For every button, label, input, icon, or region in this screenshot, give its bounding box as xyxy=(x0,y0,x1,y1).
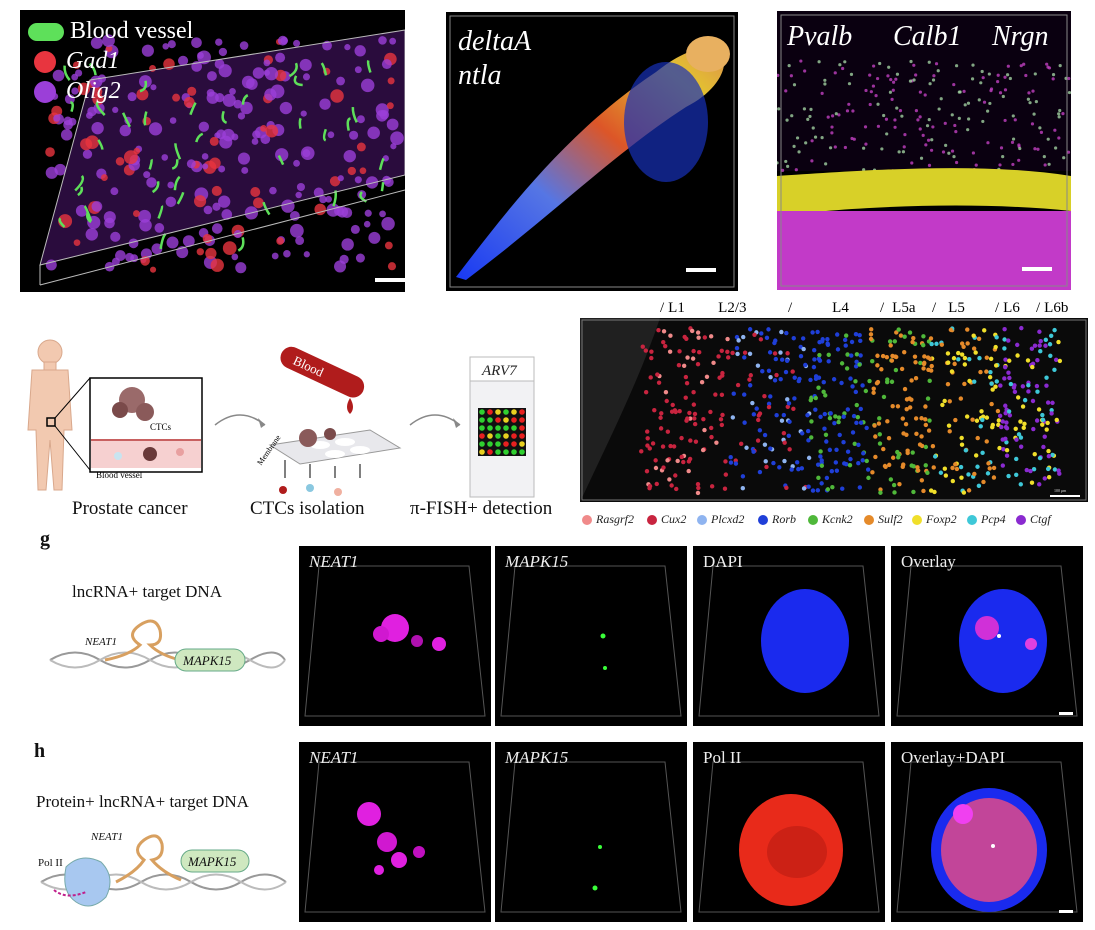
row-h-polii-image: Pol II xyxy=(693,742,885,922)
pcp4-dot-icon xyxy=(967,514,977,525)
row-h-mapk15-image: MAPK15 xyxy=(495,742,687,922)
brain-volume-render xyxy=(39,29,405,286)
sulf2-dot-icon xyxy=(864,514,874,525)
step-ctcs-isolation: CTCs isolation xyxy=(250,498,365,519)
layer-slash: / xyxy=(880,300,885,316)
gene-legend-kcnk2: Kcnk2 xyxy=(808,512,853,527)
row-g-dapi-image: DAPI xyxy=(693,546,885,726)
label-nrgn: Nrgn xyxy=(992,21,1049,52)
workflow-illustration: CTCs Blood vessel Blood Membrane AR xyxy=(27,339,535,498)
gene-legend-cux2: Cux2 xyxy=(647,512,686,527)
layer-slash: / xyxy=(932,300,937,316)
panel-label: MAPK15 xyxy=(505,748,569,767)
zebrafish-panel: deltaA ntla xyxy=(446,12,738,291)
layer-slash: / xyxy=(660,300,665,316)
zebrafish-render xyxy=(449,15,735,288)
step-prostate-cancer: Prostate cancer xyxy=(72,498,188,519)
gene-legend-pcp4: Pcp4 xyxy=(967,512,1006,527)
svg-text:100 μm: 100 μm xyxy=(1054,488,1067,493)
hippocampus-render xyxy=(777,11,1071,290)
scale-bar xyxy=(375,278,405,282)
layer-l6b: L6b xyxy=(1044,300,1069,316)
svg-text:Blood vessel: Blood vessel xyxy=(96,470,143,480)
legend-olig2: Olig2 xyxy=(28,78,121,105)
row-h-neat1-image: NEAT1 xyxy=(299,742,491,922)
svg-text:ARV7: ARV7 xyxy=(481,363,518,379)
brain-volume-panel: Blood vessel Gad1 Olig2 xyxy=(20,10,405,292)
layer-l5: L5 xyxy=(948,300,965,316)
label-ntla: ntla xyxy=(458,60,502,91)
foxp2-dot-icon xyxy=(912,514,922,525)
label-calb1: Calb1 xyxy=(893,21,962,52)
hippocampus-panel: Pvalb Calb1 Nrgn xyxy=(777,11,1071,290)
pol-ii-icon xyxy=(64,857,111,907)
panel-label: NEAT1 xyxy=(309,748,359,767)
panel-label: DAPI xyxy=(703,552,743,571)
svg-text:NEAT1: NEAT1 xyxy=(84,636,117,648)
kcnk2-dot-icon xyxy=(808,514,818,525)
row-g-schematic: MAPK15 NEAT1 xyxy=(45,615,290,695)
panel-label: MAPK15 xyxy=(505,552,569,571)
gene-legend-plcxd2: Plcxd2 xyxy=(697,512,744,527)
panel-label: NEAT1 xyxy=(309,552,359,571)
row-h-caption: Protein+ lncRNA+ target DNA xyxy=(36,792,249,811)
gene-legend-ctgf: Ctgf xyxy=(1016,512,1051,527)
row-g-overlay-image: Overlay xyxy=(891,546,1083,726)
row-g-caption: lncRNA+ target DNA xyxy=(72,582,222,601)
gene-legend-sulf2: Sulf2 xyxy=(864,512,903,527)
legend-gad1: Gad1 xyxy=(28,48,119,75)
layer-l1: L1 xyxy=(668,300,685,316)
row-h-overlay-image: Overlay+DAPI xyxy=(891,742,1083,922)
layer-l5a: L5a xyxy=(892,300,916,316)
cux2-dot-icon xyxy=(647,514,657,525)
workflow-diagram: CTCs Blood vessel Blood Membrane AR xyxy=(20,330,580,530)
olig2-dot-icon xyxy=(34,80,56,103)
panel-letter-h: h xyxy=(34,740,46,762)
cortex-panel: 100 μm xyxy=(580,318,1088,502)
scale-bar xyxy=(686,268,716,272)
ctgf-dot-icon xyxy=(1016,514,1026,525)
layer-slash: / xyxy=(995,300,1000,316)
layer-slash: / xyxy=(788,300,793,316)
label-deltaA: deltaA xyxy=(458,26,532,57)
layer-l4: L4 xyxy=(832,300,849,316)
panel-label: Overlay+DAPI xyxy=(901,748,1006,767)
scale-bar xyxy=(1022,267,1052,271)
legend-vessel: Blood vessel xyxy=(28,18,193,45)
rorb-dot-icon xyxy=(758,514,768,525)
panel-letter-g: g xyxy=(40,528,50,550)
scale-bar xyxy=(1059,712,1073,715)
layer-l23: L2/3 xyxy=(718,300,747,316)
rasgrf2-dot-icon xyxy=(582,514,592,525)
gene-legend-foxp2: Foxp2 xyxy=(912,512,957,527)
layer-slash: / xyxy=(1036,300,1041,316)
row-g-neat1-image: NEAT1 xyxy=(299,546,491,726)
layer-l6: L6 xyxy=(1003,300,1020,316)
vessel-icon xyxy=(28,22,64,41)
svg-text:MAPK15: MAPK15 xyxy=(182,653,232,668)
row-h-schematic: MAPK15 NEAT1 Pol II xyxy=(36,822,291,922)
gad1-dot-icon xyxy=(34,50,56,73)
gene-legend-rorb: Rorb xyxy=(758,512,796,527)
svg-text:CTCs: CTCs xyxy=(150,422,172,432)
layer-labels: /L1 /L2/3 /L4 /L5a /L5 /L6 /L6b xyxy=(580,300,1088,322)
cortex-render: 100 μm xyxy=(580,318,1088,502)
panel-label: Pol II xyxy=(703,748,742,767)
plcxd2-dot-icon xyxy=(697,514,707,525)
label-pvalb: Pvalb xyxy=(787,21,853,52)
row-g-mapk15-image: MAPK15 xyxy=(495,546,687,726)
svg-text:Pol II: Pol II xyxy=(38,857,63,869)
blood-tube-icon: Blood xyxy=(280,346,365,398)
step-detection: π-FISH+ detection xyxy=(410,498,553,519)
svg-text:MAPK15: MAPK15 xyxy=(187,854,237,869)
human-figure-icon xyxy=(27,339,73,491)
scale-bar xyxy=(1059,910,1073,913)
svg-text:NEAT1: NEAT1 xyxy=(90,831,123,843)
panel-label: Overlay xyxy=(901,552,956,571)
gene-legend-rasgrf2: Rasgrf2 xyxy=(582,512,634,527)
